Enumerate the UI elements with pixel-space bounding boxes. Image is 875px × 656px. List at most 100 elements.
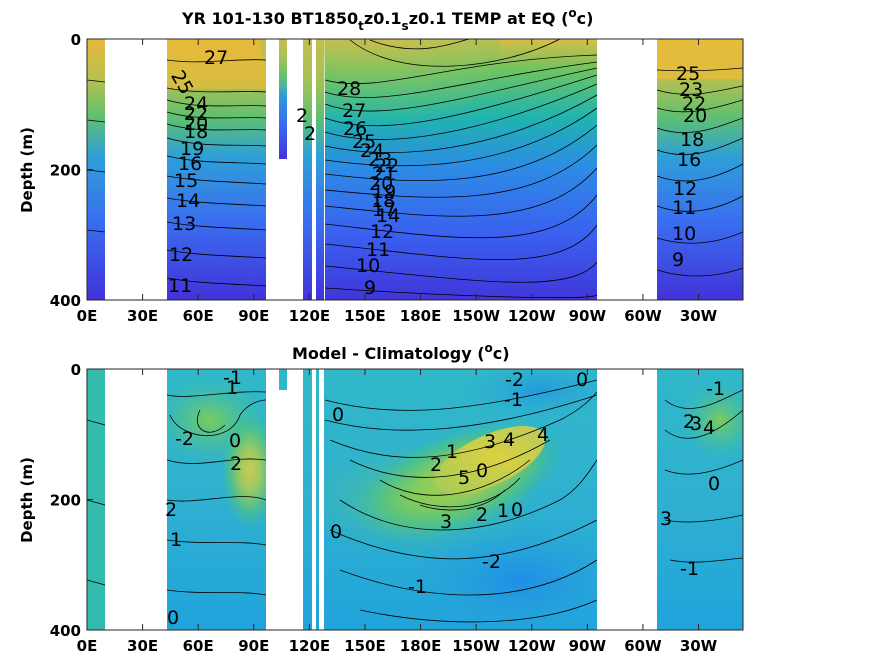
clabel-11a: 11 xyxy=(366,239,390,261)
clabel-17: 17 xyxy=(372,199,396,221)
x-tick-label: 120E xyxy=(289,307,331,325)
x-tick-label: 30W xyxy=(680,637,718,655)
clabel-26: 26 xyxy=(343,118,367,140)
x-tick-label: 0E xyxy=(77,637,98,655)
bottom-field xyxy=(87,369,743,630)
blabel-0a: 0 xyxy=(576,369,588,391)
clabel-11w: 11 xyxy=(168,275,192,297)
x-tick-label: 0E xyxy=(77,307,98,325)
blabel-2w2: 2 xyxy=(165,499,177,521)
blabel-2a: 2 xyxy=(430,454,442,476)
clabel-13w: 13 xyxy=(172,213,196,235)
x-tick-label: 90W xyxy=(569,307,607,325)
clabel-20a: 20 xyxy=(683,105,707,127)
y-tick-label: 200 xyxy=(50,162,81,180)
blabel-m1a: -1 xyxy=(504,389,523,411)
x-tick-label: 180E xyxy=(400,307,442,325)
clabel-10a: 10 xyxy=(672,223,696,245)
x-tick-label: 60W xyxy=(624,307,662,325)
clabel-16w: 16 xyxy=(178,153,202,175)
x-tick-label: 90E xyxy=(238,637,269,655)
clabel-22a: 22 xyxy=(682,93,706,115)
clabel-28: 28 xyxy=(337,78,361,100)
x-tick-label: 30E xyxy=(127,637,158,655)
clabel-15w: 15 xyxy=(174,170,198,192)
clabel-2mc: 2 xyxy=(296,105,308,127)
clabel-12: 12 xyxy=(370,221,394,243)
clabel-2mc2: 2 xyxy=(304,123,316,145)
blabel-0d: 0 xyxy=(511,499,523,521)
field-warm-pool xyxy=(260,39,500,130)
x-tick-label: 60W xyxy=(624,637,662,655)
clabel-27b: 27 xyxy=(342,100,366,122)
blabel-m1at2: -1 xyxy=(680,558,699,580)
clabel-23: 23 xyxy=(368,149,392,171)
blabel-0b: 0 xyxy=(332,404,344,426)
top-field xyxy=(87,39,743,300)
blabel-m2a: -2 xyxy=(505,369,524,391)
clabel-9a: 9 xyxy=(364,277,376,299)
tick-layer: 0E 30E 60E 90E 120E 150E 180E 150W 120W 90W 60W 30W… xyxy=(50,31,718,655)
blabel-0w2: 0 xyxy=(167,607,179,629)
blabel-0at: 0 xyxy=(708,473,720,495)
x-tick-label: 150E xyxy=(344,307,386,325)
x-tick-label: 90E xyxy=(238,307,269,325)
top-panel: 27 28 27 26 25 24 23 22 21 20 19 18 17 1… xyxy=(86,38,744,301)
blabel-3a: 3 xyxy=(484,431,496,453)
clabel-16a: 16 xyxy=(677,149,701,171)
clabel-25a: 25 xyxy=(676,63,700,85)
bottom-contours xyxy=(87,379,743,623)
clabel-12w: 12 xyxy=(169,244,193,266)
x-tick-label: 120E xyxy=(289,637,331,655)
y-tick-label: 400 xyxy=(50,292,81,310)
blabel-m2b: -2 xyxy=(482,551,501,573)
clabel-22w: 22 xyxy=(184,103,208,125)
x-tick-label: 120W xyxy=(508,307,556,325)
top-ylabel: Depth (m) xyxy=(18,127,36,213)
x-tick-label: 150W xyxy=(452,637,500,655)
blabel-0e: 0 xyxy=(330,521,342,543)
bottom-ylabel: Depth (m) xyxy=(18,457,36,543)
blabel-m2w: -2 xyxy=(175,428,194,450)
blabel-1w2: 1 xyxy=(170,529,182,551)
clabel-18: 18 xyxy=(371,190,395,212)
clabel-21: 21 xyxy=(372,163,396,185)
clabel-24: 24 xyxy=(360,140,384,162)
blabel-0w: 0 xyxy=(229,430,241,452)
x-tick-label: 60E xyxy=(183,307,214,325)
clabel-25: 25 xyxy=(352,131,376,153)
clabel-19w: 19 xyxy=(180,138,204,160)
clabel-24w: 24 xyxy=(184,93,208,115)
clabel-27a: 27 xyxy=(204,47,228,69)
blabel-0c: 0 xyxy=(476,460,488,482)
top-land-masks xyxy=(105,39,657,300)
x-tick-label: 30E xyxy=(127,307,158,325)
clabel-23a: 23 xyxy=(679,79,703,101)
blabel-2w: 2 xyxy=(230,453,242,475)
x-tick-label: 180E xyxy=(400,637,442,655)
blabel-4b: 4 xyxy=(503,429,515,451)
blabel-1b: 1 xyxy=(497,500,509,522)
blabel-5a: 5 xyxy=(458,467,470,489)
bottom-panel: -2 -1 0 0 4 3 4 2 1 5 0 0 2 1 3 -2 -1 0 … xyxy=(86,367,744,631)
x-tick-label: 30W xyxy=(680,307,718,325)
field-west-strip xyxy=(87,39,105,300)
blabel-m1b: -1 xyxy=(408,576,427,598)
clabel-19: 19 xyxy=(372,181,396,203)
clabel-14w: 14 xyxy=(176,190,200,212)
top-title: YR 101-130 BT1850tz0.1sz0.1 TEMP at EQ (… xyxy=(181,6,593,33)
bottom-contour-labels: -2 -1 0 0 4 3 4 2 1 5 0 0 2 1 3 -2 -1 0 … xyxy=(165,367,725,629)
field-atlantic xyxy=(657,39,743,300)
blabel-1a: 1 xyxy=(446,441,458,463)
y-tick-label: 400 xyxy=(50,622,81,640)
blabel-3at: 3 xyxy=(690,413,702,435)
blabel-4a: 4 xyxy=(537,424,549,446)
clabel-20: 20 xyxy=(369,173,393,195)
x-tick-label: 120W xyxy=(508,637,556,655)
y-tick-label: 0 xyxy=(71,361,81,379)
blabel-m1at: -1 xyxy=(706,378,725,400)
x-tick-label: 150E xyxy=(344,637,386,655)
clabel-14: 14 xyxy=(376,205,400,227)
x-tick-label: 90W xyxy=(569,637,607,655)
